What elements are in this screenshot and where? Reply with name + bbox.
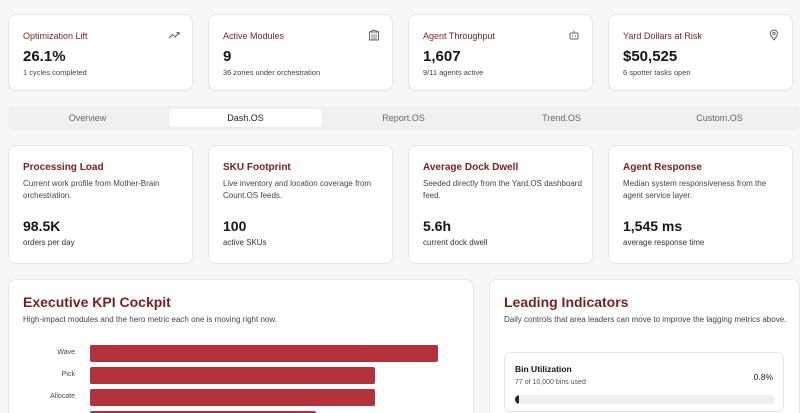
metric-value: 100 [223,218,247,234]
metric-description: Seeded directly from the Yard.OS dashboa… [423,179,582,200]
indicator-progress-track [515,395,775,404]
metric-value: 98.5K [23,218,61,234]
metric-value: 5.6h [423,218,452,234]
metric-value: 1,545 ms [623,218,683,234]
bar-pick [90,367,375,384]
stat-value: 9 [223,48,232,65]
stat-card-agent-throughput: Agent Throughput 1,607 9/11 agents activ… [408,14,593,91]
panel-title: Executive KPI Cockpit [23,294,171,310]
bar-label-wave: Wave [57,349,75,356]
indicator-bin-utilization: Bin Utilization 77 of 10,000 bins used 0… [504,352,784,412]
bar-wave [90,345,438,362]
panel-subtitle: Daily controls that area leaders can mov… [504,315,787,324]
metric-description: Median system responsiveness from the ag… [623,179,767,200]
tab-dash-os[interactable]: Dash.OS [169,109,322,127]
indicator-detail: 77 of 10,000 bins used [515,379,586,386]
metric-card-agent-response: Agent Response Median system responsiven… [608,145,793,264]
metric-title: Average Dock Dwell [423,162,519,173]
stat-subtext: 36 zones under orchestration [223,68,321,77]
bar-label-allocate: Allocate [50,393,75,400]
indicator-name: Bin Utilization [515,364,572,374]
building-icon [369,29,379,41]
bar-partial [90,411,316,413]
metric-card-average-dock-dwell: Average Dock Dwell Seeded directly from … [408,145,593,264]
panel-title: Leading Indicators [504,294,629,310]
metric-card-processing-load: Processing Load Current work profile fro… [8,145,193,264]
metric-unit: average response time [623,238,705,247]
panel-subtitle: High-impact modules and the hero metric … [23,315,277,324]
tab-custom-os[interactable]: Custom.OS [696,113,743,123]
indicator-progress-fill [515,395,519,404]
stat-value: 1,607 [423,48,461,65]
stat-label: Active Modules [223,31,285,41]
tab-overview[interactable]: Overview [68,113,107,123]
stat-value: $50,525 [623,48,678,65]
tab-trend-os[interactable]: Trend.OS [542,113,581,123]
stat-card-active-modules: Active Modules 9 36 zones under orchestr… [208,14,393,91]
leading-indicators-panel: Leading Indicators Daily controls that a… [489,279,800,413]
metric-title: Processing Load [23,162,104,173]
metric-unit: current dock dwell [423,238,488,247]
metric-description: Live inventory and location coverage fro… [223,179,372,200]
metric-unit: active SKUs [223,238,267,247]
metric-card-sku-footprint: SKU Footprint Live inventory and locatio… [208,145,393,264]
metric-title: Agent Response [623,162,702,173]
module-tabs: Overview Dash.OS Report.OS Trend.OS Cust… [8,106,800,130]
kpi-cockpit-panel: Executive KPI Cockpit High-impact module… [8,279,474,413]
stat-card-yard-dollars: Yard Dollars at Risk $50,525 6 spotter t… [608,14,793,91]
tab-report-os[interactable]: Report.OS [382,113,425,123]
stat-subtext: 9/11 agents active [423,68,484,77]
trend-up-icon [168,31,180,39]
metric-unit: orders per day [23,238,75,247]
metric-description: Current work profile from Mother-Brain o… [23,179,160,200]
bar-label-pick: Pick [61,371,75,378]
stat-label: Agent Throughput [423,31,495,41]
stat-value: 26.1% [23,48,66,65]
stat-subtext: 1 cycles completed [23,68,87,77]
indicator-percent: 0.8% [753,372,773,382]
metric-title: SKU Footprint [223,162,291,173]
stat-label: Yard Dollars at Risk [623,31,702,41]
stat-subtext: 6 spotter tasks open [623,68,691,77]
stat-card-optimization-lift: Optimization Lift 26.1% 1 cycles complet… [8,14,193,91]
bar-allocate [90,389,375,406]
map-pin-icon [769,29,779,41]
bot-icon [569,30,579,40]
stat-label: Optimization Lift [23,31,88,41]
